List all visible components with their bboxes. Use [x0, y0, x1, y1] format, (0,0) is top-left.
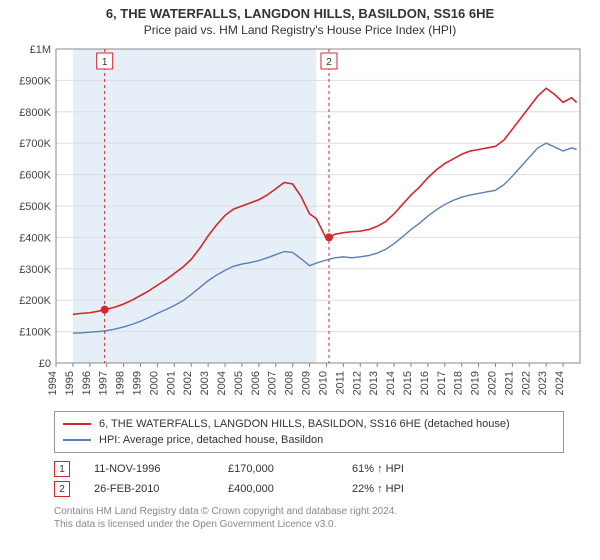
svg-text:£400K: £400K	[19, 232, 51, 244]
svg-text:2007: 2007	[267, 371, 279, 395]
transaction-date: 11-NOV-1996	[94, 463, 204, 475]
svg-text:2024: 2024	[554, 371, 566, 395]
legend-swatch	[63, 439, 91, 441]
svg-text:2012: 2012	[351, 371, 363, 395]
legend-label: 6, THE WATERFALLS, LANGDON HILLS, BASILD…	[99, 416, 510, 432]
chart-container: 6, THE WATERFALLS, LANGDON HILLS, BASILD…	[0, 0, 600, 535]
svg-text:1996: 1996	[81, 371, 93, 395]
legend-item: 6, THE WATERFALLS, LANGDON HILLS, BASILD…	[63, 416, 555, 432]
svg-text:1: 1	[102, 57, 108, 68]
svg-text:£300K: £300K	[19, 264, 51, 276]
chart-plot: £0 £100K £200K £300K £400K £500K £600K £700K £80…	[10, 43, 590, 403]
svg-text:1997: 1997	[98, 371, 110, 395]
svg-text:£700K: £700K	[19, 138, 51, 150]
transaction-row: 1 11-NOV-1996 £170,000 61% ↑ HPI	[54, 459, 590, 479]
svg-text:1994: 1994	[47, 371, 59, 395]
chart-svg: £0 £100K £200K £300K £400K £500K £600K £700K £80…	[10, 43, 590, 403]
chart-title: 6, THE WATERFALLS, LANGDON HILLS, BASILD…	[10, 6, 590, 21]
legend: 6, THE WATERFALLS, LANGDON HILLS, BASILD…	[54, 411, 564, 453]
svg-text:2009: 2009	[301, 371, 313, 395]
svg-text:2014: 2014	[385, 371, 397, 395]
svg-text:2017: 2017	[436, 371, 448, 395]
svg-text:£1M: £1M	[30, 44, 51, 56]
svg-text:2019: 2019	[470, 371, 482, 395]
legend-item: HPI: Average price, detached house, Basi…	[63, 432, 555, 448]
transaction-price: £400,000	[228, 483, 328, 495]
transaction-date: 26-FEB-2010	[94, 483, 204, 495]
svg-text:2021: 2021	[503, 371, 515, 395]
svg-text:£800K: £800K	[19, 107, 51, 119]
transaction-marker: 1	[54, 461, 70, 477]
svg-text:2006: 2006	[250, 371, 262, 395]
transactions-table: 1 11-NOV-1996 £170,000 61% ↑ HPI 2 26-FEB-201…	[54, 459, 590, 499]
svg-text:2002: 2002	[182, 371, 194, 395]
legend-label: HPI: Average price, detached house, Basi…	[99, 432, 323, 448]
svg-text:2003: 2003	[199, 371, 211, 395]
chart-subtitle: Price paid vs. HM Land Registry's House …	[10, 23, 590, 37]
svg-text:£600K: £600K	[19, 170, 51, 182]
svg-text:2010: 2010	[317, 371, 329, 395]
svg-text:1999: 1999	[132, 371, 144, 395]
svg-text:2000: 2000	[148, 371, 160, 395]
svg-text:2: 2	[326, 57, 332, 68]
legend-swatch	[63, 423, 91, 425]
svg-text:1995: 1995	[64, 371, 76, 395]
svg-text:2023: 2023	[537, 371, 549, 395]
attribution-line: Contains HM Land Registry data © Crown c…	[54, 505, 590, 518]
svg-text:£200K: £200K	[19, 295, 51, 307]
svg-text:2015: 2015	[402, 371, 414, 395]
transaction-delta: 22% ↑ HPI	[352, 483, 404, 495]
attribution: Contains HM Land Registry data © Crown c…	[54, 505, 590, 531]
transaction-price: £170,000	[228, 463, 328, 475]
svg-text:2016: 2016	[419, 371, 431, 395]
svg-text:2013: 2013	[368, 371, 380, 395]
transaction-row: 2 26-FEB-2010 £400,000 22% ↑ HPI	[54, 479, 590, 499]
svg-text:£500K: £500K	[19, 201, 51, 213]
svg-text:2008: 2008	[284, 371, 296, 395]
svg-text:2004: 2004	[216, 371, 228, 395]
transaction-delta: 61% ↑ HPI	[352, 463, 404, 475]
svg-text:£100K: £100K	[19, 327, 51, 339]
svg-text:2018: 2018	[453, 371, 465, 395]
transaction-marker: 2	[54, 481, 70, 497]
svg-text:2022: 2022	[520, 371, 532, 395]
svg-text:2005: 2005	[233, 371, 245, 395]
attribution-line: This data is licensed under the Open Gov…	[54, 518, 590, 531]
svg-text:2011: 2011	[334, 371, 346, 395]
svg-text:1998: 1998	[115, 371, 127, 395]
svg-text:£900K: £900K	[19, 75, 51, 87]
svg-text:£0: £0	[39, 358, 51, 370]
svg-text:2001: 2001	[165, 371, 177, 395]
svg-text:2020: 2020	[486, 371, 498, 395]
